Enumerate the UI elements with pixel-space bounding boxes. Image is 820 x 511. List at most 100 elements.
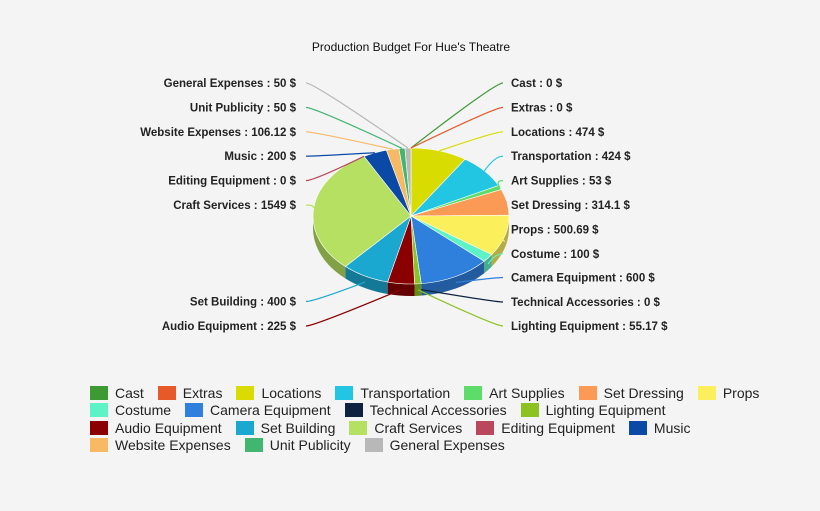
- legend-item-art-supplies[interactable]: Art Supplies: [464, 384, 565, 402]
- pie-slice-side-craft-services: [313, 216, 346, 279]
- pie-slices: [312, 147, 510, 285]
- legend-label: Set Building: [260, 419, 336, 436]
- callout-line-audio-equipment: [305, 289, 402, 327]
- legend-swatch: [464, 385, 483, 400]
- legend-label: Locations: [261, 384, 322, 401]
- legend-label: Music: [653, 419, 691, 436]
- legend-item-audio-equipment[interactable]: Audio Equipment: [90, 419, 222, 437]
- legend-swatch: [628, 420, 647, 435]
- legend-item-props[interactable]: Props: [697, 384, 760, 402]
- pie-slice-side-set-building: [345, 266, 388, 295]
- legend-swatch: [578, 385, 597, 400]
- data-label-lighting-equipment: Lighting Equipment : 55.17 $: [511, 321, 668, 333]
- callout-line-costume: [487, 253, 504, 265]
- callout-line-website-expenses: [305, 131, 393, 150]
- pie-slice-side-lighting-equipment: [414, 283, 422, 296]
- legend-swatch: [90, 420, 108, 435]
- legend-label: Audio Equipment: [115, 419, 222, 436]
- chart-title: Production Budget For Hue's Theatre: [312, 40, 511, 54]
- legend-swatch: [697, 385, 716, 400]
- legend-item-set-dressing[interactable]: Set Dressing: [578, 384, 684, 402]
- callout-line-technical-accessories: [421, 289, 504, 303]
- legend: Cast Extras Locations Transportation Art Sup…: [90, 384, 790, 454]
- pie-slice-side-camera-equipment: [421, 261, 485, 296]
- legend-label: Unit Publicity: [269, 437, 351, 454]
- data-label-music: Music : 200 $: [224, 151, 296, 163]
- legend-item-transportation[interactable]: Transportation: [335, 384, 450, 402]
- pie-slice-camera-equipment[interactable]: [410, 215, 485, 284]
- legend-label: Website Expenses: [115, 437, 231, 454]
- data-label-general-expenses: General Expenses : 50 $: [164, 78, 297, 90]
- callout-line-lighting-equipment: [417, 289, 504, 327]
- legend-item-extras[interactable]: Extras: [157, 384, 223, 402]
- data-label-camera-equipment: Camera Equipment : 600 $: [511, 273, 655, 285]
- data-label-transportation: Transportation : 424 $: [511, 151, 631, 163]
- legend-item-cast[interactable]: Cast: [90, 384, 144, 402]
- data-label-set-building: Set Building : 400 $: [190, 297, 297, 309]
- data-label-set-dressing: Set Dressing : 314.1 $: [511, 200, 630, 212]
- legend-item-music[interactable]: Music: [628, 419, 691, 437]
- legend-item-set-building[interactable]: Set Building: [235, 419, 336, 437]
- legend-swatch: [364, 438, 383, 453]
- pie-slice-side-props: [491, 216, 509, 267]
- legend-item-camera-equipment[interactable]: Camera Equipment: [185, 402, 331, 420]
- data-label-cast: Cast : 0 $: [511, 78, 563, 90]
- data-label-locations: Locations : 474 $: [511, 127, 605, 139]
- legend-label: Props: [722, 384, 760, 401]
- legend-swatch: [344, 403, 363, 418]
- legend-label: General Expenses: [389, 437, 505, 454]
- callout-line-camera-equipment: [455, 276, 504, 284]
- callout-line-set-building: [305, 281, 366, 303]
- data-label-editing-equipment: Editing Equipment : 0 $: [168, 176, 296, 188]
- legend-label: Set Dressing: [603, 384, 684, 401]
- callout-line-general-expenses: [305, 82, 409, 149]
- legend-item-general-expenses[interactable]: General Expenses: [364, 437, 505, 455]
- legend-swatch: [476, 420, 495, 435]
- legend-item-website-expenses[interactable]: Website Expenses: [90, 437, 231, 455]
- legend-label: Technical Accessories: [369, 402, 507, 419]
- callout-line-transportation: [483, 155, 504, 172]
- legend-label: Editing Equipment: [501, 419, 615, 436]
- callout-line-props: [498, 228, 506, 243]
- callout-line-extras: [410, 106, 504, 149]
- callout-line-locations: [439, 131, 504, 152]
- callout-line-editing-equipment: [305, 155, 365, 182]
- legend-item-costume[interactable]: Costume: [90, 402, 171, 420]
- data-label-craft-services: Craft Services : 1549 $: [173, 200, 296, 212]
- legend-item-locations[interactable]: Locations: [236, 384, 321, 402]
- legend-label: Costume: [115, 402, 172, 419]
- legend-label: Camera Equipment: [210, 402, 331, 419]
- callout-line-craft-services: [305, 204, 315, 209]
- callout-line-unit-publicity: [305, 106, 403, 149]
- data-label-art-supplies: Art Supplies : 53 $: [511, 176, 612, 188]
- legend-label: Lighting Equipment: [545, 402, 666, 419]
- legend-swatch: [244, 438, 263, 453]
- pie-callouts: Cast : 0 $ Extras : 0 $ Locations : 474 $ T…: [140, 78, 668, 333]
- legend-item-unit-publicity[interactable]: Unit Publicity: [244, 437, 351, 455]
- pie-slice-side-costume: [484, 254, 492, 274]
- legend-swatch: [90, 438, 108, 453]
- data-label-unit-publicity: Unit Publicity : 50 $: [190, 102, 297, 114]
- legend-swatch: [235, 420, 254, 435]
- legend-swatch: [90, 403, 108, 418]
- legend-label: Art Supplies: [489, 384, 565, 401]
- legend-swatch: [520, 403, 539, 418]
- callout-line-cast: [410, 82, 504, 149]
- legend-item-craft-services[interactable]: Craft Services: [349, 419, 462, 437]
- legend-swatch: [349, 420, 368, 435]
- callout-line-art-supplies: [497, 180, 504, 188]
- legend-swatch: [236, 385, 255, 400]
- data-label-costume: Costume : 100 $: [511, 249, 600, 261]
- data-label-technical-accessories: Technical Accessories : 0 $: [511, 297, 661, 309]
- legend-label: Craft Services: [374, 419, 463, 436]
- data-label-props: Props : 500.69 $: [511, 224, 599, 236]
- legend-label: Cast: [115, 384, 144, 401]
- legend-label: Extras: [182, 384, 223, 401]
- legend-item-technical-accessories[interactable]: Technical Accessories: [344, 402, 507, 420]
- legend-swatch: [335, 385, 354, 400]
- legend-item-lighting-equipment[interactable]: Lighting Equipment: [520, 402, 666, 420]
- legend-item-editing-equipment[interactable]: Editing Equipment: [476, 419, 615, 437]
- data-label-audio-equipment: Audio Equipment : 225 $: [162, 321, 297, 333]
